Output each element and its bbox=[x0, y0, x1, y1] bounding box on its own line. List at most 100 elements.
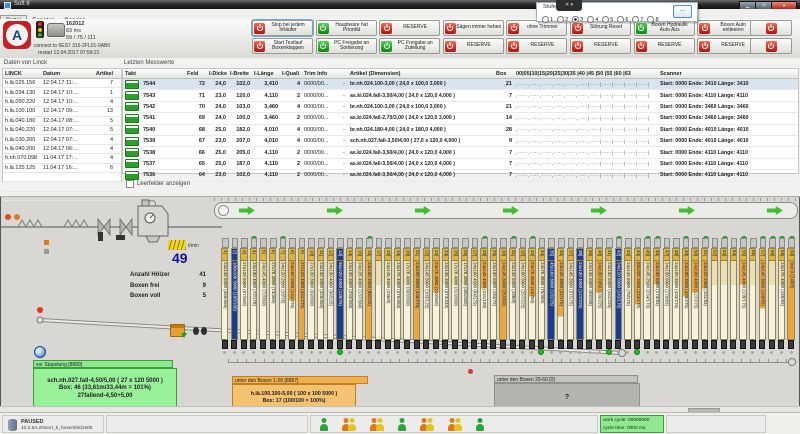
storage-box[interactable]: 10]27x130 3000 (69/360) bbox=[307, 248, 314, 340]
storage-box[interactable]: 18]24x145 4500 (236/0) bbox=[384, 248, 391, 340]
messwerte-row[interactable]: 75447224,0102,03,41040000/00...-br.nh.02… bbox=[123, 79, 798, 90]
storage-box-column[interactable]: 42]24x120 5000 (142/175) bbox=[615, 236, 622, 355]
linck-row[interactable]: h.nh.070.09811.04.17 17:...4 bbox=[3, 154, 121, 163]
storage-box[interactable]: 52] bbox=[711, 248, 718, 340]
storage-box-column[interactable]: 23]24x75 4000 (120/360) bbox=[432, 236, 439, 355]
storage-box[interactable]: 38]24x130 4000 (127/225) bbox=[576, 248, 583, 340]
side-power-button[interactable] bbox=[750, 38, 792, 54]
storage-box[interactable]: 19]24x175 4000 (375/350) bbox=[394, 248, 401, 340]
messwerte-row[interactable]: 75427024,0103,03,46040000/00...-br.nh.02… bbox=[123, 102, 798, 113]
messwerte-row[interactable]: 75376525,0187,04,11020000/00...-as.ki.02… bbox=[123, 159, 798, 170]
leerfelder-checkbox-row[interactable]: Leerfelder anzeigen bbox=[126, 180, 190, 188]
toolbar-button[interactable]: RESERVE bbox=[634, 38, 695, 54]
side-power-button[interactable] bbox=[750, 20, 792, 36]
linck-row[interactable]: h.lä.125.12511.04.17 16:...6 bbox=[3, 164, 121, 173]
storage-box[interactable]: 44]50x220 2500 (224/179) bbox=[634, 248, 641, 340]
storage-box[interactable]: 35]45x160 3000 (131/75) bbox=[547, 248, 554, 340]
storage-box[interactable]: 43]24x145 5000 (75/275) bbox=[624, 248, 631, 340]
storage-box-column[interactable]: 16]24x130 3950 (88/225) bbox=[365, 236, 372, 355]
storage-box[interactable]: 4]24x130 4000 (72/178) bbox=[250, 248, 257, 340]
toolbar-button[interactable]: Sägen immer heben bbox=[443, 20, 504, 36]
storage-box-column[interactable]: 25]17x78 4000 (313/360) bbox=[451, 236, 458, 355]
storage-box[interactable]: 46]24x130 6000 (173/83) bbox=[653, 248, 660, 340]
toolbar-button[interactable]: RESERVE bbox=[379, 20, 440, 36]
storage-box[interactable]: 39]24x145 6000 (60/258) bbox=[586, 248, 593, 340]
storage-box-column[interactable]: 28]24x145 4000 (241/180) bbox=[480, 236, 487, 355]
storage-box-column[interactable]: 14]24x130 3000 (293/360) bbox=[346, 236, 353, 355]
storage-box-column[interactable]: 21]24x100 3000 (346/275) bbox=[413, 236, 420, 355]
storage-box[interactable]: 59]24x175 4000 (165/83) bbox=[778, 248, 785, 340]
messwerte-row[interactable]: 75366423,0102,04,11020000/00...-as.ki.02… bbox=[123, 170, 798, 181]
linck-row[interactable] bbox=[3, 173, 121, 182]
storage-box-column[interactable]: 24]24x145 3000 (373/340) bbox=[442, 236, 449, 355]
storage-box[interactable]: 13]56x220 4000 (138/75) bbox=[336, 248, 343, 340]
leerfelder-checkbox[interactable] bbox=[126, 180, 134, 188]
storage-box-column[interactable]: 19]24x175 4000 (375/350) bbox=[394, 236, 401, 355]
storage-box[interactable]: 49]24x100 3500 (428/275) bbox=[682, 248, 689, 340]
stufe-option-2[interactable]: 2 bbox=[557, 11, 568, 29]
storage-box[interactable]: 7]24x120 2500 (28/78) bbox=[279, 248, 286, 340]
storage-box-column[interactable]: 53] bbox=[720, 236, 727, 355]
storage-box-column[interactable]: 29]24x130 5000 (184/79) bbox=[490, 236, 497, 355]
storage-box-column[interactable]: 33]24x75 3500 (44/250) bbox=[528, 236, 535, 355]
stufe-option-6[interactable]: 6 bbox=[617, 11, 628, 29]
storage-box-column[interactable]: 18]24x145 4500 (236/0) bbox=[384, 236, 391, 355]
messwerte-row[interactable]: 75437123,0120,04,11020000/00...-as.ki.02… bbox=[123, 90, 798, 101]
storage-box[interactable]: 28]24x145 4000 (241/180) bbox=[480, 248, 487, 340]
storage-box[interactable]: 31]24x145 5000 (188/0) bbox=[509, 248, 516, 340]
storage-box[interactable]: 53] bbox=[720, 248, 727, 340]
popup-collapse-tab[interactable]: ✕ ▾ bbox=[556, 0, 582, 11]
storage-box[interactable]: 25]17x78 4000 (313/360) bbox=[451, 248, 458, 340]
storage-box-column[interactable]: 35]45x160 3000 (131/75) bbox=[547, 236, 554, 355]
storage-box-column[interactable]: 26]17x78 3000 (365/360) bbox=[461, 236, 468, 355]
toolbar-button[interactable]: Stop bei jedem Irrläufer bbox=[252, 20, 313, 36]
storage-box-column[interactable]: 59]24x175 4000 (165/83) bbox=[778, 236, 785, 355]
toolbar-button[interactable]: PC Freigabe an Sortierung bbox=[316, 38, 377, 54]
storage-box[interactable]: 34]24x75 3500 (75/350) bbox=[538, 248, 545, 340]
storage-box-column[interactable]: 13]56x220 4000 (138/75) bbox=[336, 236, 343, 355]
storage-box-column[interactable]: 54] bbox=[730, 236, 737, 355]
storage-box[interactable]: 32]24x100 3000 (257/225) bbox=[519, 248, 526, 340]
storage-box-column[interactable]: 3]27x120 5000 (67/360) bbox=[240, 236, 247, 355]
storage-box-column[interactable]: 1]24x145 5000 (366/366) bbox=[221, 236, 228, 355]
storage-box[interactable]: 21]24x100 3000 (346/275) bbox=[413, 248, 420, 340]
linck-row[interactable]: h.lä.040.18012.04.17 08:...5 bbox=[3, 117, 121, 126]
stufe-more-button[interactable]: ... bbox=[673, 5, 692, 18]
storage-box-column[interactable]: 51]24x120 2950 (101/83) bbox=[701, 236, 708, 355]
toolbar-button[interactable]: RESERVE bbox=[570, 38, 631, 54]
storage-box[interactable]: 24]24x145 3000 (373/340) bbox=[442, 248, 449, 340]
linck-row[interactable] bbox=[3, 182, 121, 191]
storage-box-column[interactable]: 31]24x145 5000 (188/0) bbox=[509, 236, 516, 355]
toolbar-button[interactable]: Hauptware hat Priorität bbox=[316, 20, 377, 36]
storage-box-column[interactable]: 37]24x145 3500 (37/175) bbox=[567, 236, 574, 355]
storage-box[interactable]: 2]100x100 5000 (105/105) bbox=[231, 248, 238, 340]
storage-box-column[interactable]: 8]24x150 2500 (141/275) bbox=[288, 236, 295, 355]
toolbar-button[interactable]: RESERVE bbox=[443, 38, 504, 54]
toolbar-button[interactable]: PC Freigabe an Zuteilung bbox=[379, 38, 440, 54]
storage-box[interactable]: 1]24x145 5000 (366/366) bbox=[221, 248, 228, 340]
storage-box-column[interactable]: 9]27x120 4000 (341/275) bbox=[298, 236, 305, 355]
storage-box[interactable]: 27]24x100 4500 (84/179) bbox=[471, 248, 478, 340]
storage-box[interactable]: 11]24x130 3000 (325/360) bbox=[317, 248, 324, 340]
storage-box-column[interactable]: 58] bbox=[768, 236, 775, 355]
storage-box[interactable]: 36]24x145 3000 (22/179) bbox=[557, 248, 564, 340]
storage-box-column[interactable]: 20]17x78 4000 (303/360) bbox=[403, 236, 410, 355]
linck-row[interactable]: h.lä.100.10012.04.17 09:...13 bbox=[3, 107, 121, 116]
storage-box[interactable]: 45]24x145 2500 (234/179) bbox=[643, 248, 650, 340]
storage-box[interactable]: 3]27x120 5000 (67/360) bbox=[240, 248, 247, 340]
toolbar-button[interactable]: RESERVE bbox=[506, 38, 567, 54]
stufe-option-3[interactable]: 3 bbox=[572, 11, 583, 29]
storage-box-column[interactable]: 44]50x220 2500 (224/179) bbox=[634, 236, 641, 355]
storage-box-column[interactable]: 2]100x100 5000 (105/105) bbox=[231, 236, 238, 355]
storage-box-column[interactable]: 56] bbox=[749, 236, 756, 355]
storage-box-column[interactable]: 47]24x130 6000 (170/83) bbox=[663, 236, 670, 355]
storage-box-column[interactable]: 34]24x75 3500 (75/350) bbox=[538, 236, 545, 355]
stufe-option-5[interactable]: 5 bbox=[602, 11, 613, 29]
storage-box-column[interactable]: 49]24x100 3500 (428/275) bbox=[682, 236, 689, 355]
messwerte-row[interactable]: 75396723,0207,04,01040000/00...-sch.nh.0… bbox=[123, 136, 798, 147]
linck-row[interactable]: h.lä.040.22012.04.17 07:...5 bbox=[3, 126, 121, 135]
storage-box-column[interactable]: 11]24x130 3000 (325/360) bbox=[317, 236, 324, 355]
storage-box[interactable]: 16]24x130 3950 (88/225) bbox=[365, 248, 372, 340]
toolbar-button[interactable]: Start Testlauf Boxenklappen bbox=[252, 38, 313, 54]
storage-box[interactable]: 30]24x145 3000 (25/360) bbox=[499, 248, 506, 340]
